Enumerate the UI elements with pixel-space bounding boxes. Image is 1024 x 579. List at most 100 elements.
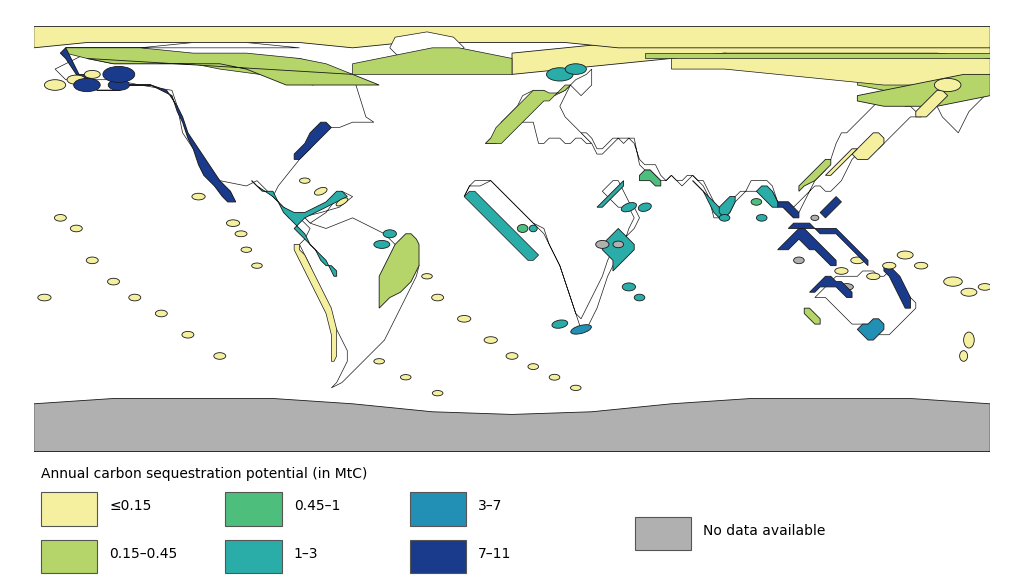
Polygon shape [299,212,419,388]
Bar [41,540,97,573]
Ellipse shape [964,332,974,348]
Ellipse shape [108,278,120,285]
Polygon shape [810,276,852,298]
Ellipse shape [374,240,390,248]
Polygon shape [857,74,990,107]
Polygon shape [352,48,512,74]
Bar [41,492,97,526]
Ellipse shape [547,68,573,81]
Ellipse shape [484,337,498,343]
Ellipse shape [71,225,82,232]
Ellipse shape [549,374,560,380]
Polygon shape [464,181,640,329]
Ellipse shape [866,273,880,280]
Polygon shape [852,133,884,159]
Ellipse shape [596,240,609,248]
Ellipse shape [897,251,913,259]
Polygon shape [799,159,830,191]
Polygon shape [915,90,947,117]
Ellipse shape [102,67,135,82]
Polygon shape [379,234,419,308]
Text: 7–11: 7–11 [478,547,512,560]
Polygon shape [34,27,990,48]
Ellipse shape [719,215,730,221]
Ellipse shape [757,215,767,221]
Ellipse shape [613,241,624,248]
Ellipse shape [883,262,896,269]
Ellipse shape [299,178,310,184]
Polygon shape [294,122,332,159]
Polygon shape [857,58,990,90]
Polygon shape [825,149,857,175]
Polygon shape [390,32,464,64]
Bar [410,492,466,526]
Ellipse shape [634,294,645,301]
Text: 0.45–1: 0.45–1 [294,500,340,514]
Ellipse shape [934,78,961,91]
Polygon shape [34,398,990,452]
Ellipse shape [570,325,592,334]
Polygon shape [485,69,592,144]
Ellipse shape [422,274,432,279]
Ellipse shape [156,310,167,317]
Ellipse shape [961,288,977,296]
Ellipse shape [914,262,928,269]
Ellipse shape [458,316,471,322]
Polygon shape [757,186,777,207]
Ellipse shape [182,331,194,338]
Polygon shape [597,181,624,207]
Polygon shape [602,229,634,271]
Polygon shape [815,271,915,335]
Ellipse shape [86,257,98,263]
Ellipse shape [336,198,348,206]
Polygon shape [857,319,884,340]
Ellipse shape [840,284,853,290]
Text: 1–3: 1–3 [294,547,318,560]
Ellipse shape [54,215,67,221]
Ellipse shape [38,294,51,301]
Ellipse shape [570,385,581,390]
Text: 3–7: 3–7 [478,500,503,514]
Polygon shape [884,266,910,308]
Text: ≤0.15: ≤0.15 [110,500,152,514]
Polygon shape [512,37,990,74]
Ellipse shape [109,80,129,90]
Polygon shape [645,53,990,58]
Polygon shape [777,202,799,218]
Ellipse shape [978,284,991,290]
Ellipse shape [751,199,762,205]
Ellipse shape [74,78,100,91]
Ellipse shape [236,231,247,237]
Ellipse shape [506,353,518,360]
Ellipse shape [623,283,636,291]
Polygon shape [252,181,347,276]
Ellipse shape [529,225,538,232]
Ellipse shape [432,294,443,301]
Ellipse shape [794,257,804,263]
Ellipse shape [517,225,528,232]
Polygon shape [581,58,990,218]
Ellipse shape [622,203,637,212]
Polygon shape [34,409,990,452]
Bar [635,516,691,549]
Polygon shape [294,244,337,361]
Ellipse shape [851,257,864,263]
Polygon shape [464,191,539,261]
Text: 0.15–0.45: 0.15–0.45 [110,547,178,560]
Ellipse shape [528,364,539,369]
Ellipse shape [811,215,819,221]
Bar [225,540,282,573]
Ellipse shape [959,351,968,361]
Ellipse shape [835,267,848,274]
Ellipse shape [129,294,140,301]
Bar [225,492,282,526]
Polygon shape [692,181,725,218]
Ellipse shape [383,230,396,238]
Polygon shape [60,48,236,202]
Polygon shape [820,197,842,218]
Ellipse shape [400,375,411,380]
Polygon shape [55,42,374,223]
Ellipse shape [67,75,86,85]
Polygon shape [788,223,868,266]
Polygon shape [485,85,570,144]
